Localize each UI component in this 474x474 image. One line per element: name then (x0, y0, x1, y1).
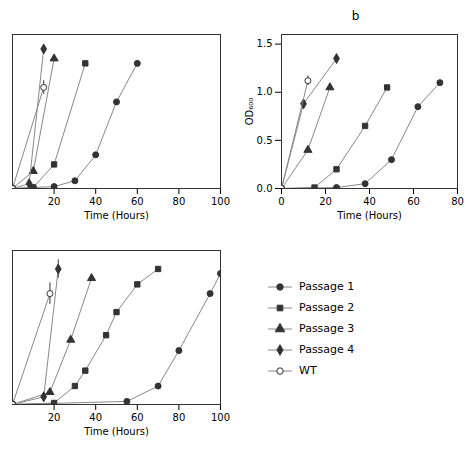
svg-text:20: 20 (48, 412, 61, 423)
svg-text:20: 20 (319, 196, 332, 207)
svg-text:0: 0 (278, 196, 284, 207)
svg-text:80: 80 (173, 196, 186, 207)
svg-text:100: 100 (211, 196, 230, 207)
svg-text:80: 80 (173, 412, 186, 423)
html-text:Passage 2: Passage 2 (299, 301, 355, 314)
svg-text:40: 40 (363, 196, 376, 207)
svg-text:Time (Hours): Time (Hours) (83, 426, 149, 437)
svg-text:1.0: 1.0 (257, 86, 273, 97)
svg-text:60: 60 (131, 196, 144, 207)
svg-text:20: 20 (48, 196, 61, 207)
svg-text:Time (Hours): Time (Hours) (336, 210, 402, 221)
svg-text:0.5: 0.5 (257, 135, 273, 146)
svg-text:40: 40 (89, 196, 102, 207)
html-text:Passage 1: Passage 1 (299, 280, 355, 293)
svg-text:80: 80 (451, 196, 464, 207)
svg-text:0.0: 0.0 (257, 183, 273, 194)
html-text:Passage 4: Passage 4 (299, 343, 355, 356)
html-text:WT: WT (299, 364, 317, 377)
svg-text:100: 100 (211, 412, 230, 423)
html-text:b: b (351, 9, 360, 23)
svg-text:OD₆₀₀: OD₆₀₀ (244, 98, 255, 126)
svg-text:1.5: 1.5 (257, 38, 273, 49)
svg-text:Time (Hours): Time (Hours) (83, 210, 149, 221)
svg-text:40: 40 (89, 412, 102, 423)
html-text:Passage 3: Passage 3 (299, 322, 355, 335)
svg-text:60: 60 (407, 196, 420, 207)
svg-text:60: 60 (131, 412, 144, 423)
